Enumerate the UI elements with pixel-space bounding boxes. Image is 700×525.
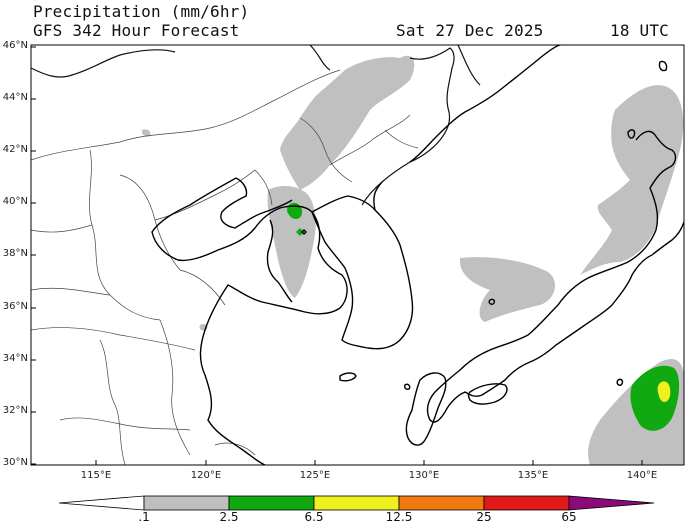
colorbar-seg-1 [143,495,230,511]
lat-label: 44°N [2,92,28,103]
precip-heavy-areas [657,381,671,402]
lat-label: 34°N [2,353,28,364]
lat-label: 40°N [2,196,28,207]
lat-label: 30°N [2,457,28,468]
lon-label: 140°E [626,470,658,481]
lat-label: 38°N [2,248,28,259]
colorbar [58,495,655,511]
colorbar-seg-4 [398,495,485,511]
colorbar-label: 12.5 [385,510,413,524]
forecast-hour: GFS 342 Hour Forecast [33,21,240,40]
colorbar-label: .1 [138,510,150,524]
lon-label: 115°E [80,470,112,481]
coastlines [151,45,684,465]
lat-label: 42°N [2,144,28,155]
valid-time: 18 UTC [610,21,669,40]
colorbar-seg-6 [568,495,655,511]
colorbar-seg-2 [228,495,315,511]
lon-label: 125°E [299,470,331,481]
lat-label: 36°N [2,301,28,312]
colorbar-label: 2.5 [219,510,239,524]
colorbar-seg-3 [313,495,400,511]
valid-date: Sat 27 Dec 2025 [396,21,544,40]
colorbar-seg-5 [483,495,570,511]
lon-label: 130°E [408,470,440,481]
colorbar-label: 6.5 [304,510,324,524]
colorbar-label: 25 [476,510,492,524]
colorbar-seg-0 [58,495,145,511]
precip-moderate-areas [287,202,680,431]
axis-ticks [31,46,643,465]
chart-title: Precipitation (mm/6hr) [33,2,250,21]
lat-label: 46°N [2,40,28,51]
province-boundaries [31,69,419,465]
lat-label: 32°N [2,405,28,416]
lon-label: 135°E [517,470,549,481]
colorbar-label: 65 [561,510,577,524]
lon-label: 120°E [190,470,222,481]
